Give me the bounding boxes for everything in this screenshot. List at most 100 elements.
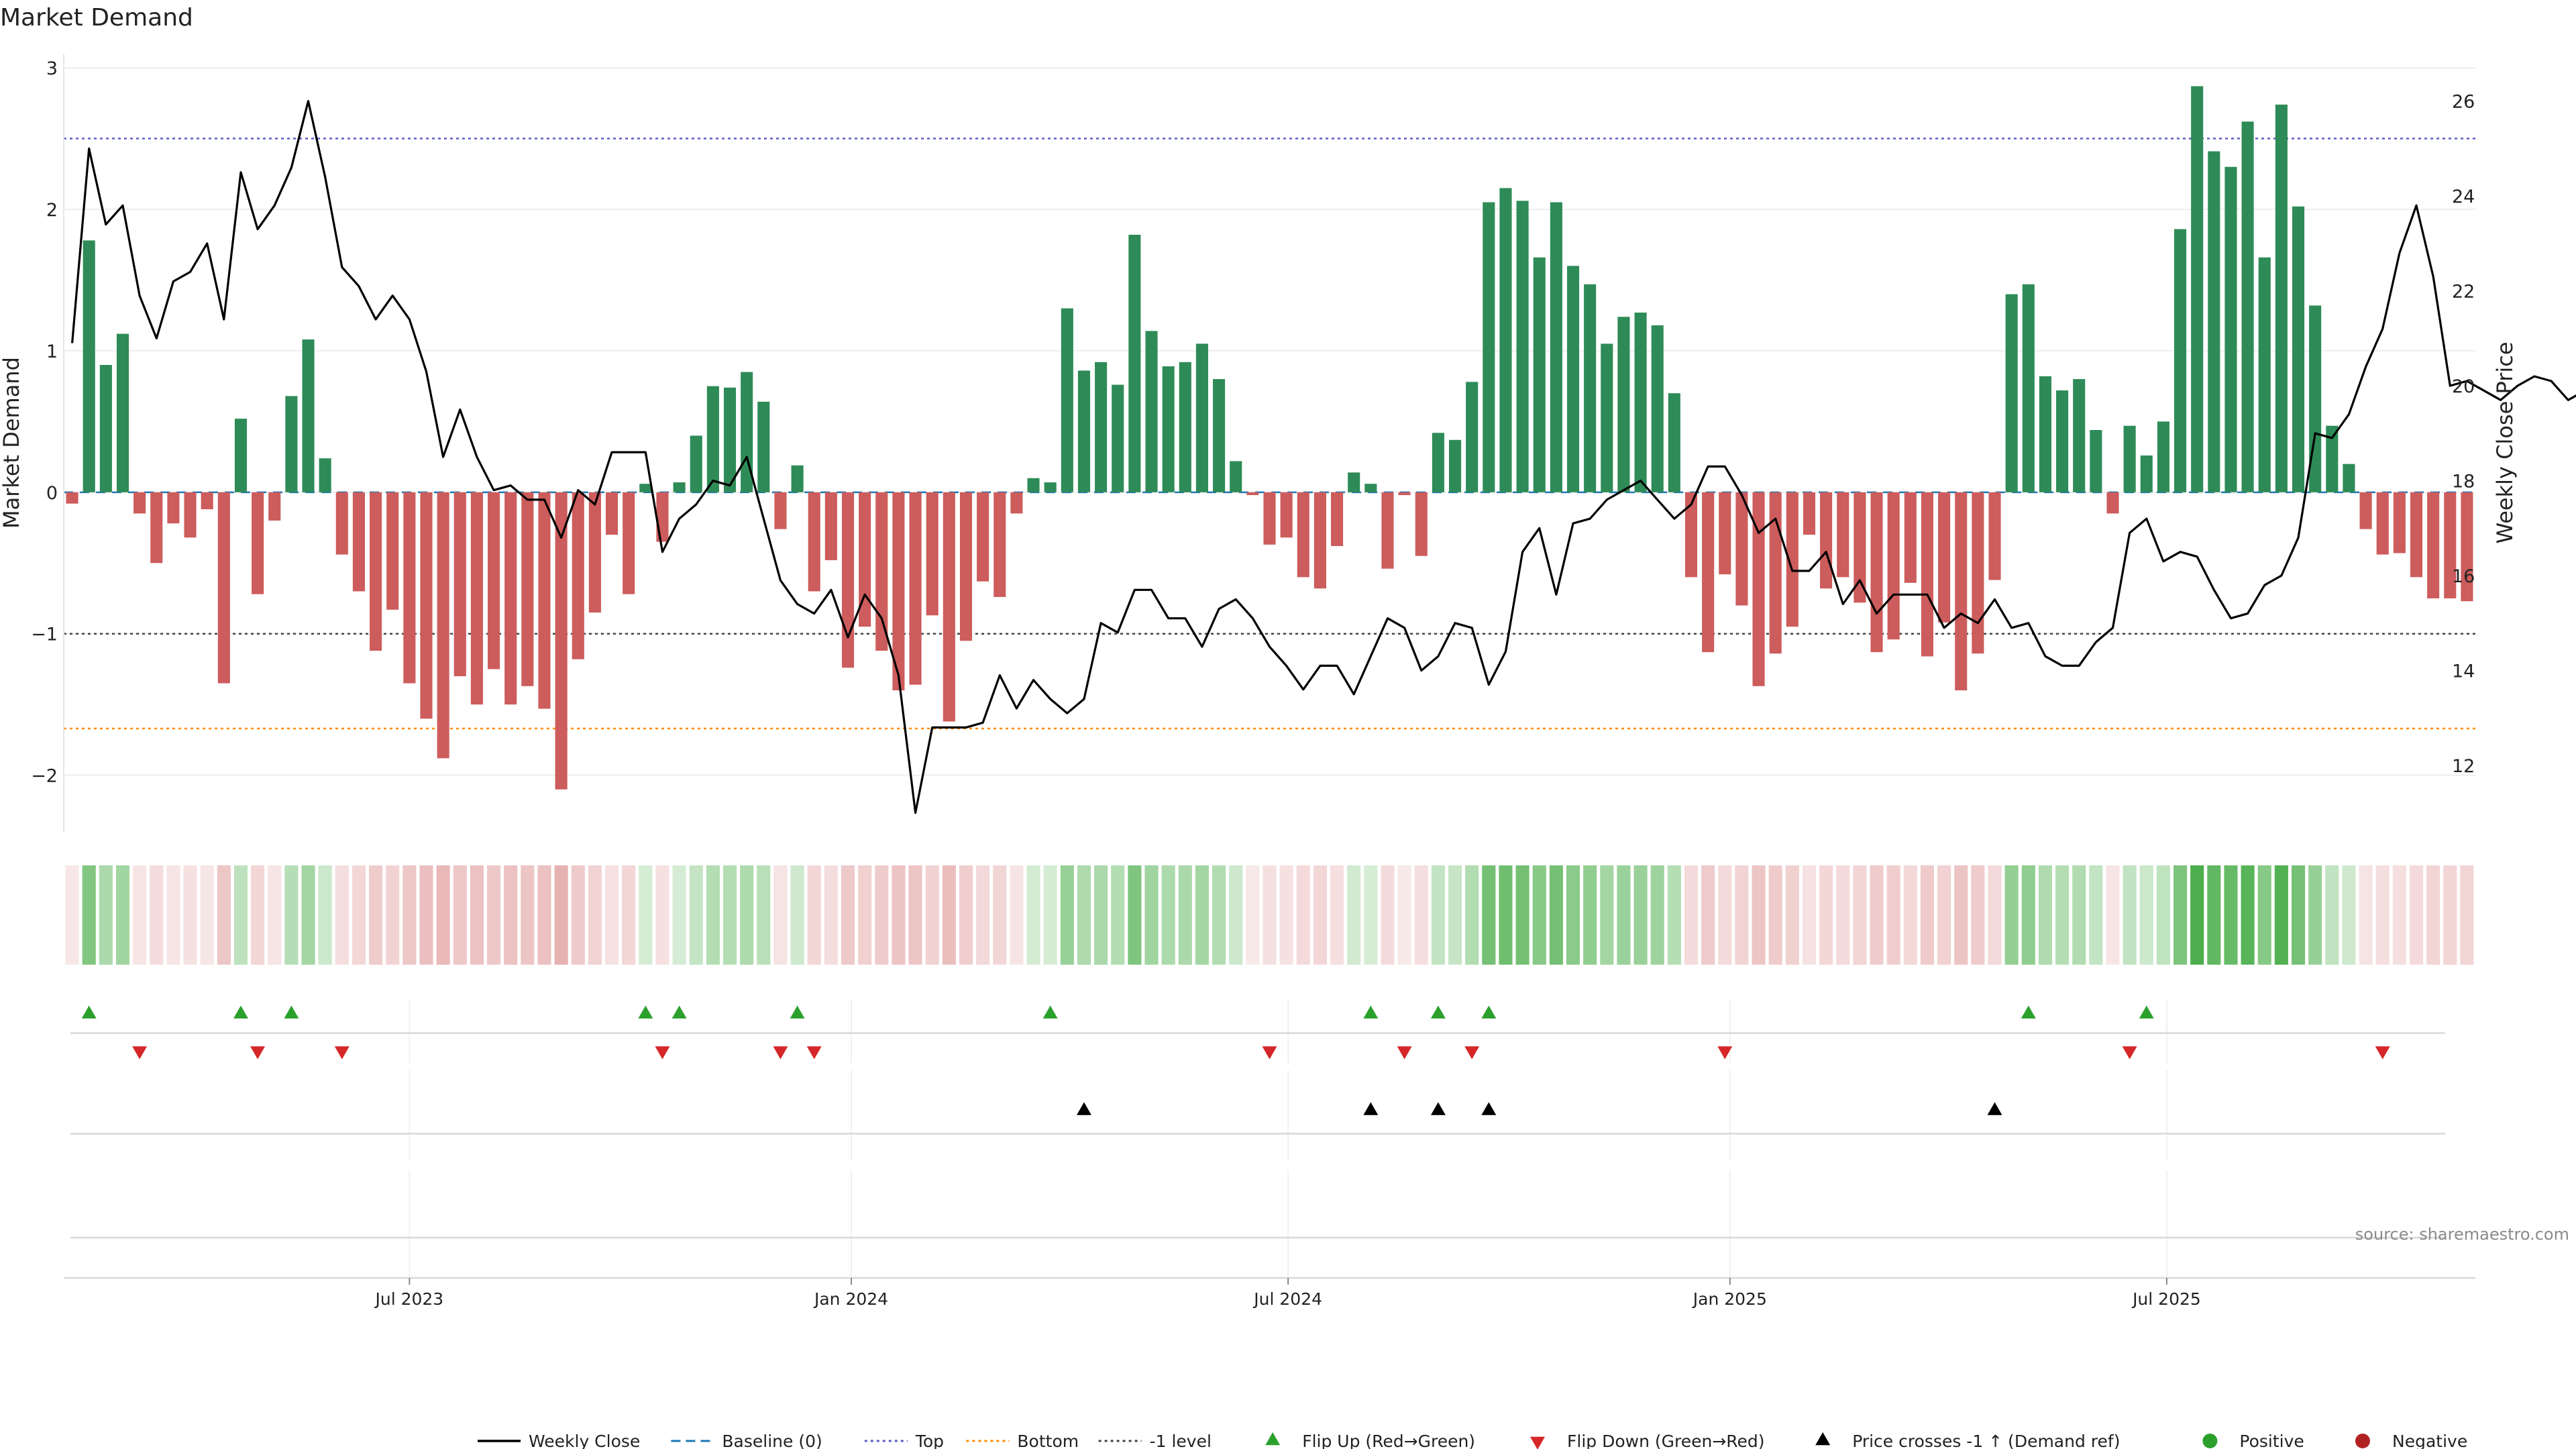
demand-bar — [994, 492, 1006, 597]
heat-strip-cell — [2224, 865, 2238, 965]
demand-bar — [1854, 492, 1866, 603]
demand-bar — [184, 492, 197, 538]
demand-bar — [1230, 461, 1242, 492]
heat-strip-cell — [369, 865, 383, 965]
demand-bar — [2292, 206, 2305, 492]
y2-tick-label: 18 — [2452, 472, 2475, 492]
flip-up-marker — [672, 1006, 687, 1019]
heat-strip-cell — [757, 865, 771, 965]
flip-down-marker — [334, 1046, 350, 1059]
demand-bar — [2393, 492, 2406, 553]
heat-strip-cell — [1077, 865, 1091, 965]
demand-bar — [1145, 331, 1158, 492]
x-tick-label: Jul 2023 — [374, 1289, 443, 1309]
heat-strip-cell — [133, 865, 147, 965]
demand-bar — [2140, 455, 2153, 492]
heat-strip-cell — [993, 865, 1007, 965]
y2-tick-label: 16 — [2452, 566, 2475, 587]
demand-bar — [2461, 492, 2473, 602]
heat-strip-cell — [82, 865, 96, 965]
heat-strip-cell — [1381, 865, 1395, 965]
demand-bar — [1870, 492, 1883, 653]
demand-bar — [1128, 234, 1141, 492]
demand-bar — [2241, 121, 2254, 492]
heat-strip-cell — [419, 865, 433, 965]
y-tick-label: 0 — [46, 483, 58, 504]
y-tick-label: −1 — [31, 625, 58, 645]
heat-strip-cell — [1768, 865, 1782, 965]
legend-item: Weekly Close — [478, 1432, 640, 1449]
heat-strip-cell — [2375, 865, 2390, 965]
heat-strip-cell — [1971, 865, 1985, 965]
heat-strip-cell — [2308, 865, 2322, 965]
demand-bar — [623, 492, 635, 594]
heat-strip-cell — [1836, 865, 1850, 965]
flip-up-marker — [638, 1006, 653, 1019]
demand-bar — [217, 492, 230, 684]
demand-bar — [757, 401, 770, 492]
heat-strip-cell — [672, 865, 686, 965]
demand-bar — [2326, 425, 2339, 492]
heat-strip-cell — [1920, 865, 1935, 965]
heat-strip-cell — [2173, 865, 2188, 965]
demand-bar — [1398, 492, 1411, 496]
heat-strip-cell — [2207, 865, 2221, 965]
demand-bar — [875, 492, 888, 651]
weekly-close-line — [71, 100, 2576, 814]
demand-bar — [2410, 492, 2423, 578]
y-tick-label: −2 — [31, 766, 58, 787]
demand-bar — [2191, 86, 2204, 492]
heat-strip-cell — [1212, 865, 1226, 965]
heat-strip-cell — [875, 865, 889, 965]
heat-strip-cell — [740, 865, 754, 965]
demand-bar — [83, 240, 95, 492]
legend-swatch — [1530, 1436, 1545, 1449]
demand-bar — [723, 387, 737, 492]
heat-strip-cell — [2038, 865, 2052, 965]
demand-bar — [488, 492, 500, 669]
demand-bar — [909, 492, 922, 685]
demand-bar — [2022, 284, 2035, 492]
price-cross-marker — [1076, 1102, 1091, 1116]
heat-strip-cell — [588, 865, 602, 965]
heat-strip-cell — [942, 865, 956, 965]
heat-strip-cell — [908, 865, 922, 965]
demand-bar — [2106, 492, 2119, 514]
heat-strip-cell — [1482, 865, 1496, 965]
heat-strip-cell — [2342, 865, 2356, 965]
demand-bar — [335, 492, 348, 555]
heat-strip-cell — [773, 865, 788, 965]
demand-bar — [1634, 312, 1647, 492]
flip-up-marker — [790, 1006, 805, 1019]
heat-strip-cell — [115, 865, 130, 965]
heat-strip-cell — [217, 865, 231, 965]
demand-bar — [66, 492, 78, 504]
demand-bar — [2376, 492, 2389, 555]
heat-strip-cell — [1566, 865, 1580, 965]
y2-axis-label: Weekly Close Price — [2492, 341, 2518, 543]
demand-bar — [2208, 151, 2220, 492]
heat-strip-cell — [2460, 865, 2474, 965]
source-label: source: sharemaestro.com — [2355, 1225, 2569, 1244]
heat-strip-cell — [790, 865, 804, 965]
heat-strip-cell — [1010, 865, 1024, 965]
demand-bar — [1988, 492, 2001, 580]
demand-bar — [319, 458, 331, 492]
legend-label: Flip Down (Green→Red) — [1567, 1432, 1765, 1449]
heat-strip-cell — [284, 865, 299, 965]
legend-label: Positive — [2239, 1432, 2304, 1449]
demand-bar — [420, 492, 433, 719]
heat-strip-cell — [1903, 865, 1917, 965]
demand-bar — [1364, 484, 1377, 492]
heat-strip-cell — [1532, 865, 1546, 965]
legend-label: Flip Up (Red→Green) — [1302, 1432, 1475, 1449]
heat-strip-cell — [65, 865, 79, 965]
demand-bar — [2039, 376, 2051, 492]
demand-bar — [370, 492, 382, 651]
legend-item: Baseline (0) — [671, 1432, 822, 1449]
heat-strip-cell — [959, 865, 973, 965]
flip-up-marker — [1042, 1006, 1058, 1019]
flip-up-marker — [1430, 1006, 1446, 1019]
demand-bar — [2005, 294, 2018, 492]
demand-bar — [1684, 492, 1698, 578]
